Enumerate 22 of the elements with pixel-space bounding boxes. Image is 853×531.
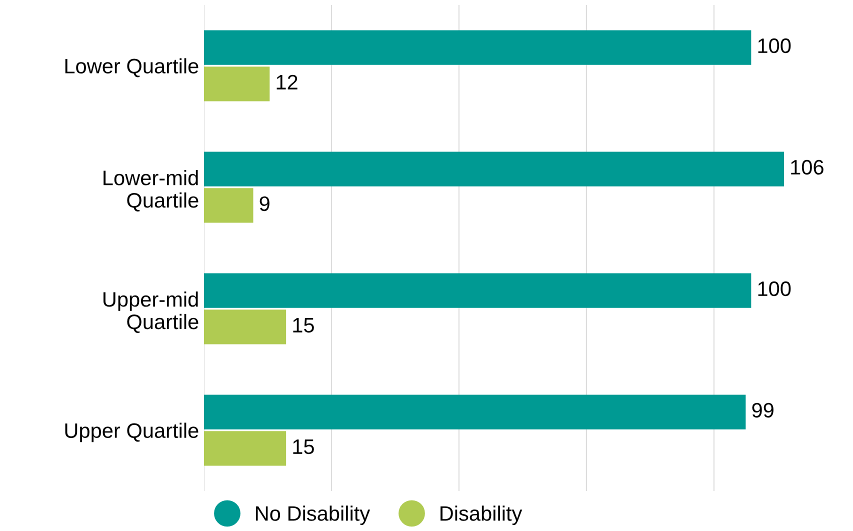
data-label: 9 [260,196,270,212]
bar [204,431,286,466]
data-label: 99 [752,402,774,418]
data-label: 15 [293,440,314,454]
data-label: 12 [276,74,298,90]
data-label: 15 [293,318,314,333]
bar [204,394,746,430]
legend-label: Disability [440,506,522,526]
legend-label: No Disability [256,506,370,526]
y-tick-label: Upper Quartile [65,422,198,442]
bar [204,273,752,308]
bar [204,188,254,223]
data-label: 100 [758,38,791,54]
y-tick-label: Upper-mid Quartile [104,291,198,333]
bar [204,152,784,186]
y-tick-label: Lower-mid Quartile [104,170,198,212]
bar [204,310,286,344]
bar [204,30,752,65]
data-label: 106 [791,160,824,175]
data-label: 100 [758,281,791,296]
y-tick-label: Lower Quartile [65,58,198,78]
bar [204,66,270,102]
